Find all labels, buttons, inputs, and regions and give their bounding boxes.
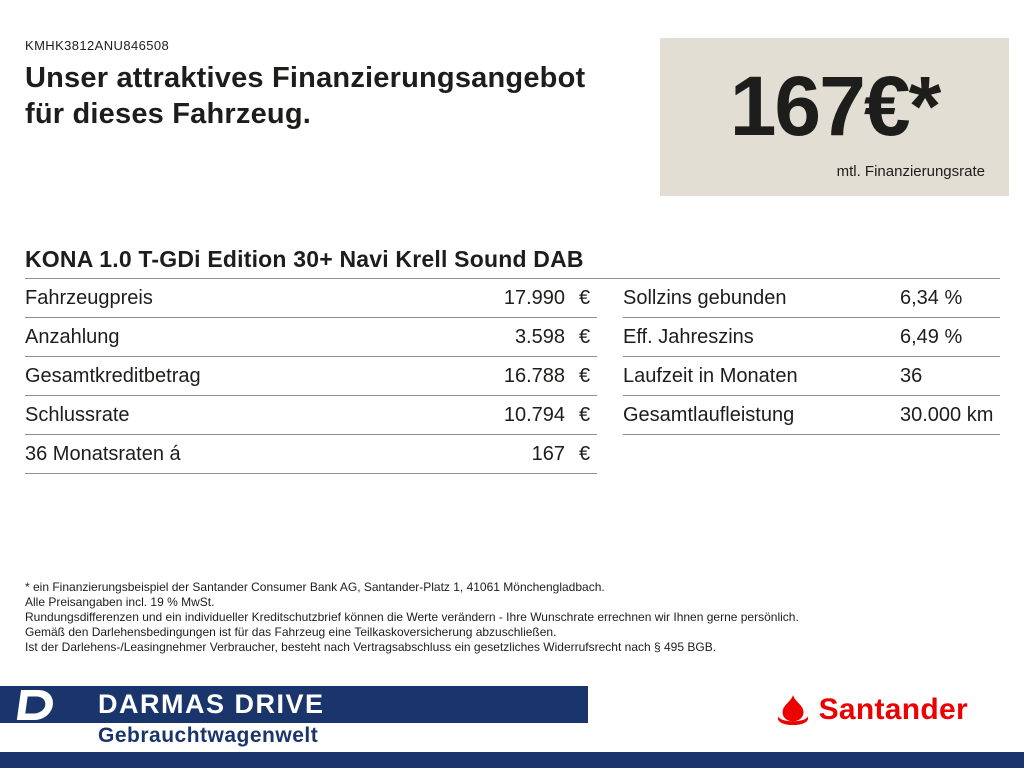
finance-label: Fahrzeugpreis [25, 287, 153, 309]
finance-row-sollzins: Sollzins gebunden 6,34 % [623, 279, 1000, 318]
finance-label: Gesamtlaufleistung [623, 404, 795, 426]
finance-row-gesamtlaufleistung: Gesamtlaufleistung 30.000 km [623, 396, 1000, 435]
dealer-name: DARMAS DRIVE [98, 689, 325, 719]
finance-label: Anzahlung [25, 326, 120, 348]
finance-table-right: Sollzins gebunden 6,34 % Eff. Jahreszins… [623, 279, 1000, 435]
footnote-line: Gemäß den Darlehensbedingungen ist für d… [25, 625, 557, 639]
finance-label: Schlussrate [25, 404, 130, 426]
page-title-line2: für dieses Fahrzeug. [25, 98, 312, 130]
finance-unit: € [579, 404, 591, 426]
finance-row-fahrzeugpreis: Fahrzeugpreis 17.990 € [25, 279, 597, 318]
finance-label: 36 Monatsraten á [25, 443, 181, 465]
bank-logo: Santander [774, 690, 968, 730]
monthly-rate-amount: 167€* [729, 59, 942, 153]
finance-value: 30.000 km [900, 404, 994, 426]
dealer-banner: DARMAS DRIVE [0, 686, 588, 723]
footnote-line: Alle Preisangaben incl. 19 % MwSt. [25, 595, 215, 609]
finance-value: 17.990 [503, 287, 565, 309]
vehicle-title: KONA 1.0 T-GDi Edition 30+ Navi Krell So… [25, 246, 584, 272]
finance-value: 3.598 [514, 326, 565, 348]
dealer-logo-icon [12, 689, 56, 721]
finance-unit: € [579, 443, 591, 465]
finance-label: Laufzeit in Monaten [623, 365, 798, 387]
title-divider [25, 278, 1000, 279]
footnote-line: * ein Finanzierungsbeispiel der Santande… [25, 580, 605, 594]
dealer-subtitle: Gebrauchtwagenwelt [98, 724, 319, 747]
footnotes: * ein Finanzierungsbeispiel der Santande… [25, 580, 799, 655]
monthly-rate-box: 167€* mtl. Finanzierungsrate [660, 38, 1009, 196]
footnote-line: Rundungsdifferenzen und ein individuelle… [25, 610, 799, 624]
finance-unit: € [579, 365, 591, 387]
finance-value: 36 [900, 365, 923, 387]
finance-label: Gesamtkreditbetrag [25, 365, 201, 387]
monthly-rate-caption: mtl. Finanzierungsrate [836, 163, 985, 180]
footnote-line: Ist der Darlehens-/Leasingnehmer Verbrau… [25, 640, 717, 654]
finance-label: Eff. Jahreszins [623, 326, 754, 348]
finance-value: 16.788 [503, 365, 565, 387]
vin-number: KMHK3812ANU846508 [25, 38, 170, 53]
finance-value: 6,49 % [900, 326, 963, 348]
finance-value: 6,34 % [900, 287, 963, 309]
finance-value: 167 [531, 443, 565, 465]
page-title: Unser attraktives Finanzierungsangebot f… [25, 60, 585, 132]
finance-value: 10.794 [503, 404, 565, 426]
page-title-line1: Unser attraktives Finanzierungsangebot [25, 62, 586, 94]
finance-row-monatsraten: 36 Monatsraten á 167 € [25, 435, 597, 474]
finance-row-jahreszins: Eff. Jahreszins 6,49 % [623, 318, 1000, 357]
footer-bottom-bar [0, 752, 1024, 768]
finance-label: Sollzins gebunden [623, 287, 787, 309]
finance-row-anzahlung: Anzahlung 3.598 € [25, 318, 597, 357]
finance-unit: € [579, 287, 591, 309]
finance-row-schlussrate: Schlussrate 10.794 € [25, 396, 597, 435]
finance-unit: € [579, 326, 591, 348]
santander-flame-icon [774, 694, 812, 726]
finance-row-gesamtkreditbetrag: Gesamtkreditbetrag 16.788 € [25, 357, 597, 396]
finance-row-laufzeit: Laufzeit in Monaten 36 [623, 357, 1000, 396]
finance-table-left: Fahrzeugpreis 17.990 € Anzahlung 3.598 €… [25, 279, 597, 474]
bank-name: Santander [818, 693, 968, 726]
